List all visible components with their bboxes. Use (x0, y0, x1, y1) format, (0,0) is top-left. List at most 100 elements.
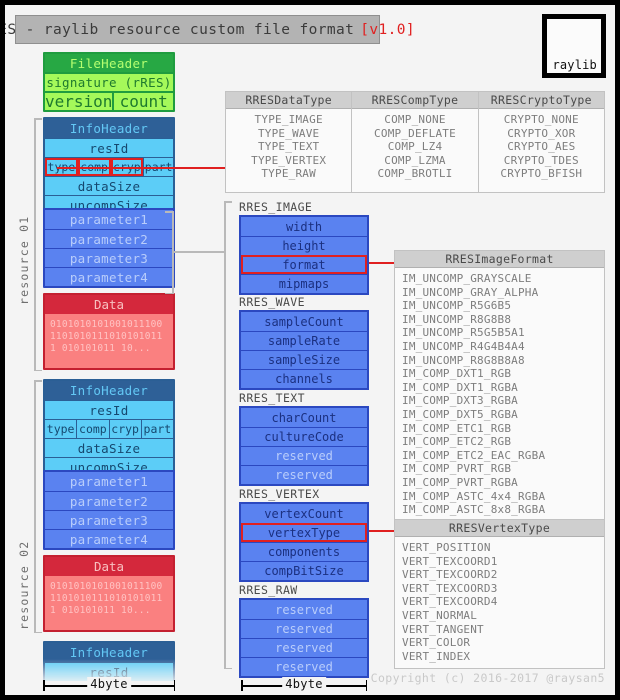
enum-item: TYPE_IMAGE (254, 113, 323, 126)
struct-label: RRES_VERTEX (239, 487, 320, 501)
enum-item: IM_COMP_ETC1_RGB (402, 421, 512, 435)
enum-item: VERT_TEXCOORD4 (402, 595, 498, 609)
file-header-title: FileHeader (45, 54, 173, 72)
enum-item: CRYPTO_NONE (503, 113, 579, 126)
struct-label: RRES_RAW (239, 583, 298, 597)
byte-measure-middle: 4byte (241, 677, 367, 691)
enum-tables-strip: RRESDataType TYPE_IMAGE TYPE_WAVE TYPE_T… (225, 91, 605, 193)
resource-01-params-block: parameter1 parameter2 parameter3 paramet… (43, 208, 175, 288)
struct-field-mipmaps: mipmaps (241, 274, 367, 293)
info-header-datasize: dataSize (45, 438, 173, 457)
struct-field-compbitsize: compBitSize (241, 561, 367, 580)
enum-item: VERT_NORMAL (402, 608, 478, 622)
param-1: parameter1 (45, 210, 173, 229)
info-header-resid: resId (45, 662, 173, 681)
struct-field-channels: channels (241, 369, 367, 388)
resource-02-data-block: Data 0101010101001011100 110101011101010… (43, 555, 175, 632)
enum-item: IM_COMP_ETC2_RGB (402, 435, 512, 449)
param-4: parameter4 (45, 267, 173, 286)
enum-items: TYPE_IMAGE TYPE_WAVE TYPE_TEXT TYPE_VERT… (226, 109, 351, 186)
structs-bracket-bottom (224, 667, 232, 669)
version-badge: [v1.0] (360, 21, 416, 38)
struct-rres-text: RRES_TEXT charCount cultureCode reserved… (239, 391, 369, 486)
info-header-datasize: dataSize (45, 176, 173, 195)
data-block-bits: 0101010101001011100 11010101110101010111… (50, 319, 163, 354)
struct-field-width: width (241, 217, 367, 236)
enum-item: VERT_COLOR (402, 636, 471, 650)
data-block-title: Data (45, 295, 173, 314)
enum-item: TYPE_VERTEX (251, 153, 327, 167)
copyright-text: Copyright (c) 2016-2017 @raysan5 (370, 671, 605, 685)
enum-items: VERT_POSITION VERT_TEXCOORD1 VERT_TEXCOO… (395, 537, 604, 668)
struct-rres-vertex: RRES_VERTEX vertexCount vertexType compo… (239, 487, 369, 582)
enum-item: IM_COMP_DXT5_RGBA (402, 407, 518, 421)
enum-items: IM_UNCOMP_GRAYSCALE IM_UNCOMP_GRAY_ALPHA… (395, 268, 604, 522)
page-title-text: rRES - raylib resource custom file forma… (0, 21, 355, 38)
resource-02-info-header: InfoHeader resId type comp cryp part dat… (43, 379, 175, 478)
info-header-resid: resId (45, 138, 173, 157)
page-title: rRES - raylib resource custom file forma… (5, 15, 415, 44)
enum-item: VERT_TEXCOORD2 (402, 568, 498, 582)
enum-item: IM_UNCOMP_R5G6B5 (402, 299, 512, 313)
struct-field-reserved: reserved (241, 446, 367, 465)
info-header-title: InfoHeader (45, 643, 173, 662)
enum-item: COMP_NONE (384, 113, 446, 126)
file-header-block: FileHeader signature (rRES) version coun… (43, 52, 175, 112)
struct-field-reserved: reserved (241, 619, 367, 638)
params-bracket-vert (172, 211, 174, 294)
enum-item: VERT_TEXCOORD3 (402, 581, 498, 595)
enum-item: IM_COMP_DXT1_RGBA (402, 380, 518, 394)
enum-items: COMP_NONE COMP_DEFLATE COMP_LZ4 COMP_LZM… (352, 109, 477, 186)
resource-01-data-block: Data 0101010101001011100 110101011101010… (43, 293, 175, 370)
info-header-type[interactable]: type (45, 420, 77, 438)
struct-rres-wave: RRES_WAVE sampleCount sampleRate sampleS… (239, 295, 369, 390)
struct-field-reserved: reserved (241, 657, 367, 676)
enum-item: CRYPTO_AES (507, 140, 576, 154)
enum-item: IM_COMP_ASTC_8x8_RGBA (402, 503, 546, 517)
enum-item: VERT_TEXCOORD1 (402, 554, 498, 568)
struct-label: RRES_WAVE (239, 295, 305, 309)
struct-label: RRES_TEXT (239, 391, 305, 405)
byte-measure-left: 4byte (43, 677, 175, 691)
struct-field-culturecode: cultureCode (241, 427, 367, 446)
enum-title: RRESDataType (226, 92, 352, 109)
data-block-title: Data (45, 557, 173, 576)
struct-rres-raw: RRES_RAW reserved reserved reserved rese… (239, 583, 369, 678)
struct-field-vertexcount: vertexCount (241, 504, 367, 523)
enum-item: IM_UNCOMP_GRAY_ALPHA (402, 285, 539, 299)
enum-item: TYPE_RAW (261, 167, 316, 181)
file-header-version: version (45, 91, 113, 111)
info-header-flags-row: type comp cryp part (45, 419, 173, 438)
struct-field-samplerate: sampleRate (241, 331, 367, 350)
resource-02-bracket-top (34, 380, 42, 382)
param-3: parameter3 (45, 248, 173, 267)
byte-measure-middle-label: 4byte (282, 677, 326, 691)
raylib-logo: raylib (542, 14, 606, 78)
enum-table-cryptotype: RRESCryptoType CRYPTO_NONE CRYPTO_XOR CR… (477, 92, 604, 192)
enum-items: CRYPTO_NONE CRYPTO_XOR CRYPTO_AES CRYPTO… (479, 109, 604, 186)
enum-item: CRYPTO_XOR (507, 126, 576, 140)
struct-field-format[interactable]: format (241, 255, 367, 274)
struct-field-height: height (241, 236, 367, 255)
type-to-datatype-connector (57, 167, 225, 169)
info-header-resid: resId (45, 400, 173, 419)
info-header-cryp[interactable]: cryp (108, 420, 141, 438)
info-header-title: InfoHeader (45, 119, 173, 138)
info-header-part: part (140, 420, 173, 438)
enum-item: IM_COMP_DXT1_RGB (402, 367, 512, 381)
enum-item: VERT_TANGENT (402, 622, 484, 636)
resource-02-params-block: parameter1 parameter2 parameter3 paramet… (43, 470, 175, 550)
enum-item: COMP_BROTLI (377, 167, 453, 181)
resource-02-bracket-bottom (34, 631, 42, 633)
enum-item: CRYPTO_TDES (503, 153, 579, 167)
structs-bracket-vert (224, 201, 226, 669)
struct-field-reserved: reserved (241, 465, 367, 484)
byte-measure-left-label: 4byte (87, 677, 131, 691)
param-2: parameter2 (45, 229, 173, 248)
enum-item: IM_UNCOMP_R8G8B8 (402, 312, 512, 326)
info-header-comp[interactable]: comp (76, 420, 109, 438)
struct-field-vertextype[interactable]: vertexType (241, 523, 367, 542)
raylib-logo-text: raylib (552, 58, 597, 72)
resource-01-bracket (34, 118, 36, 371)
